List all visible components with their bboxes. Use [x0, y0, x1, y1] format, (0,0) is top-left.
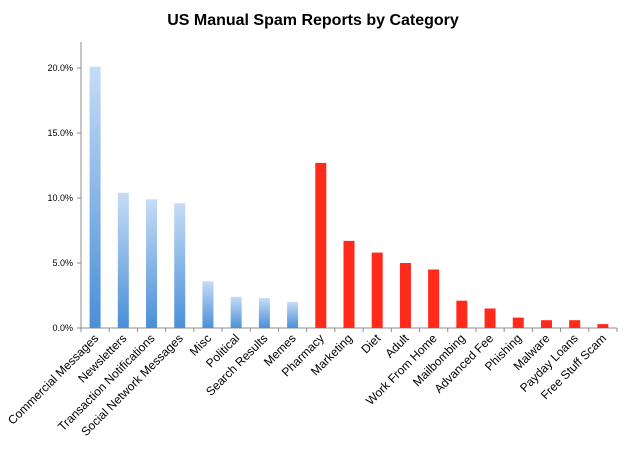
- bar-diet: [371, 252, 383, 328]
- y-tick-label: 15.0%: [47, 128, 73, 138]
- bar-misc: [202, 281, 214, 328]
- bar-adult: [399, 263, 411, 328]
- bar-malware: [540, 320, 552, 328]
- bar-transaction-notifications: [146, 199, 158, 328]
- bar-political: [230, 296, 242, 328]
- bar-search-results: [258, 298, 270, 328]
- bar-free-stuff-scam: [597, 324, 609, 328]
- bar-phishing: [512, 317, 524, 328]
- y-tick-label: 20.0%: [47, 63, 73, 73]
- bars: [89, 66, 609, 328]
- bar-advanced-fee: [484, 308, 496, 328]
- chart-title: US Manual Spam Reports by Category: [167, 12, 459, 29]
- y-tick-label: 10.0%: [47, 193, 73, 203]
- bar-social-network-messages: [174, 203, 186, 328]
- bar-payday-loans: [569, 320, 581, 328]
- y-tick-label: 0.0%: [52, 323, 73, 333]
- bar-marketing: [343, 240, 355, 328]
- bar-commercial-messages: [89, 66, 101, 328]
- x-tick-label: Diet: [358, 331, 383, 356]
- y-axis: 0.0% 5.0% 10.0% 15.0% 20.0%: [47, 42, 82, 333]
- x-axis: [80, 327, 618, 332]
- x-tick-labels: Commercial MessagesNewslettersTransactio…: [5, 331, 609, 439]
- bar-memes: [287, 302, 299, 328]
- y-tick-label: 5.0%: [52, 258, 73, 268]
- bar-work-from-home: [428, 269, 440, 328]
- bar-newsletters: [117, 192, 129, 328]
- bar-pharmacy: [315, 162, 327, 328]
- bar-mailbombing: [456, 300, 468, 328]
